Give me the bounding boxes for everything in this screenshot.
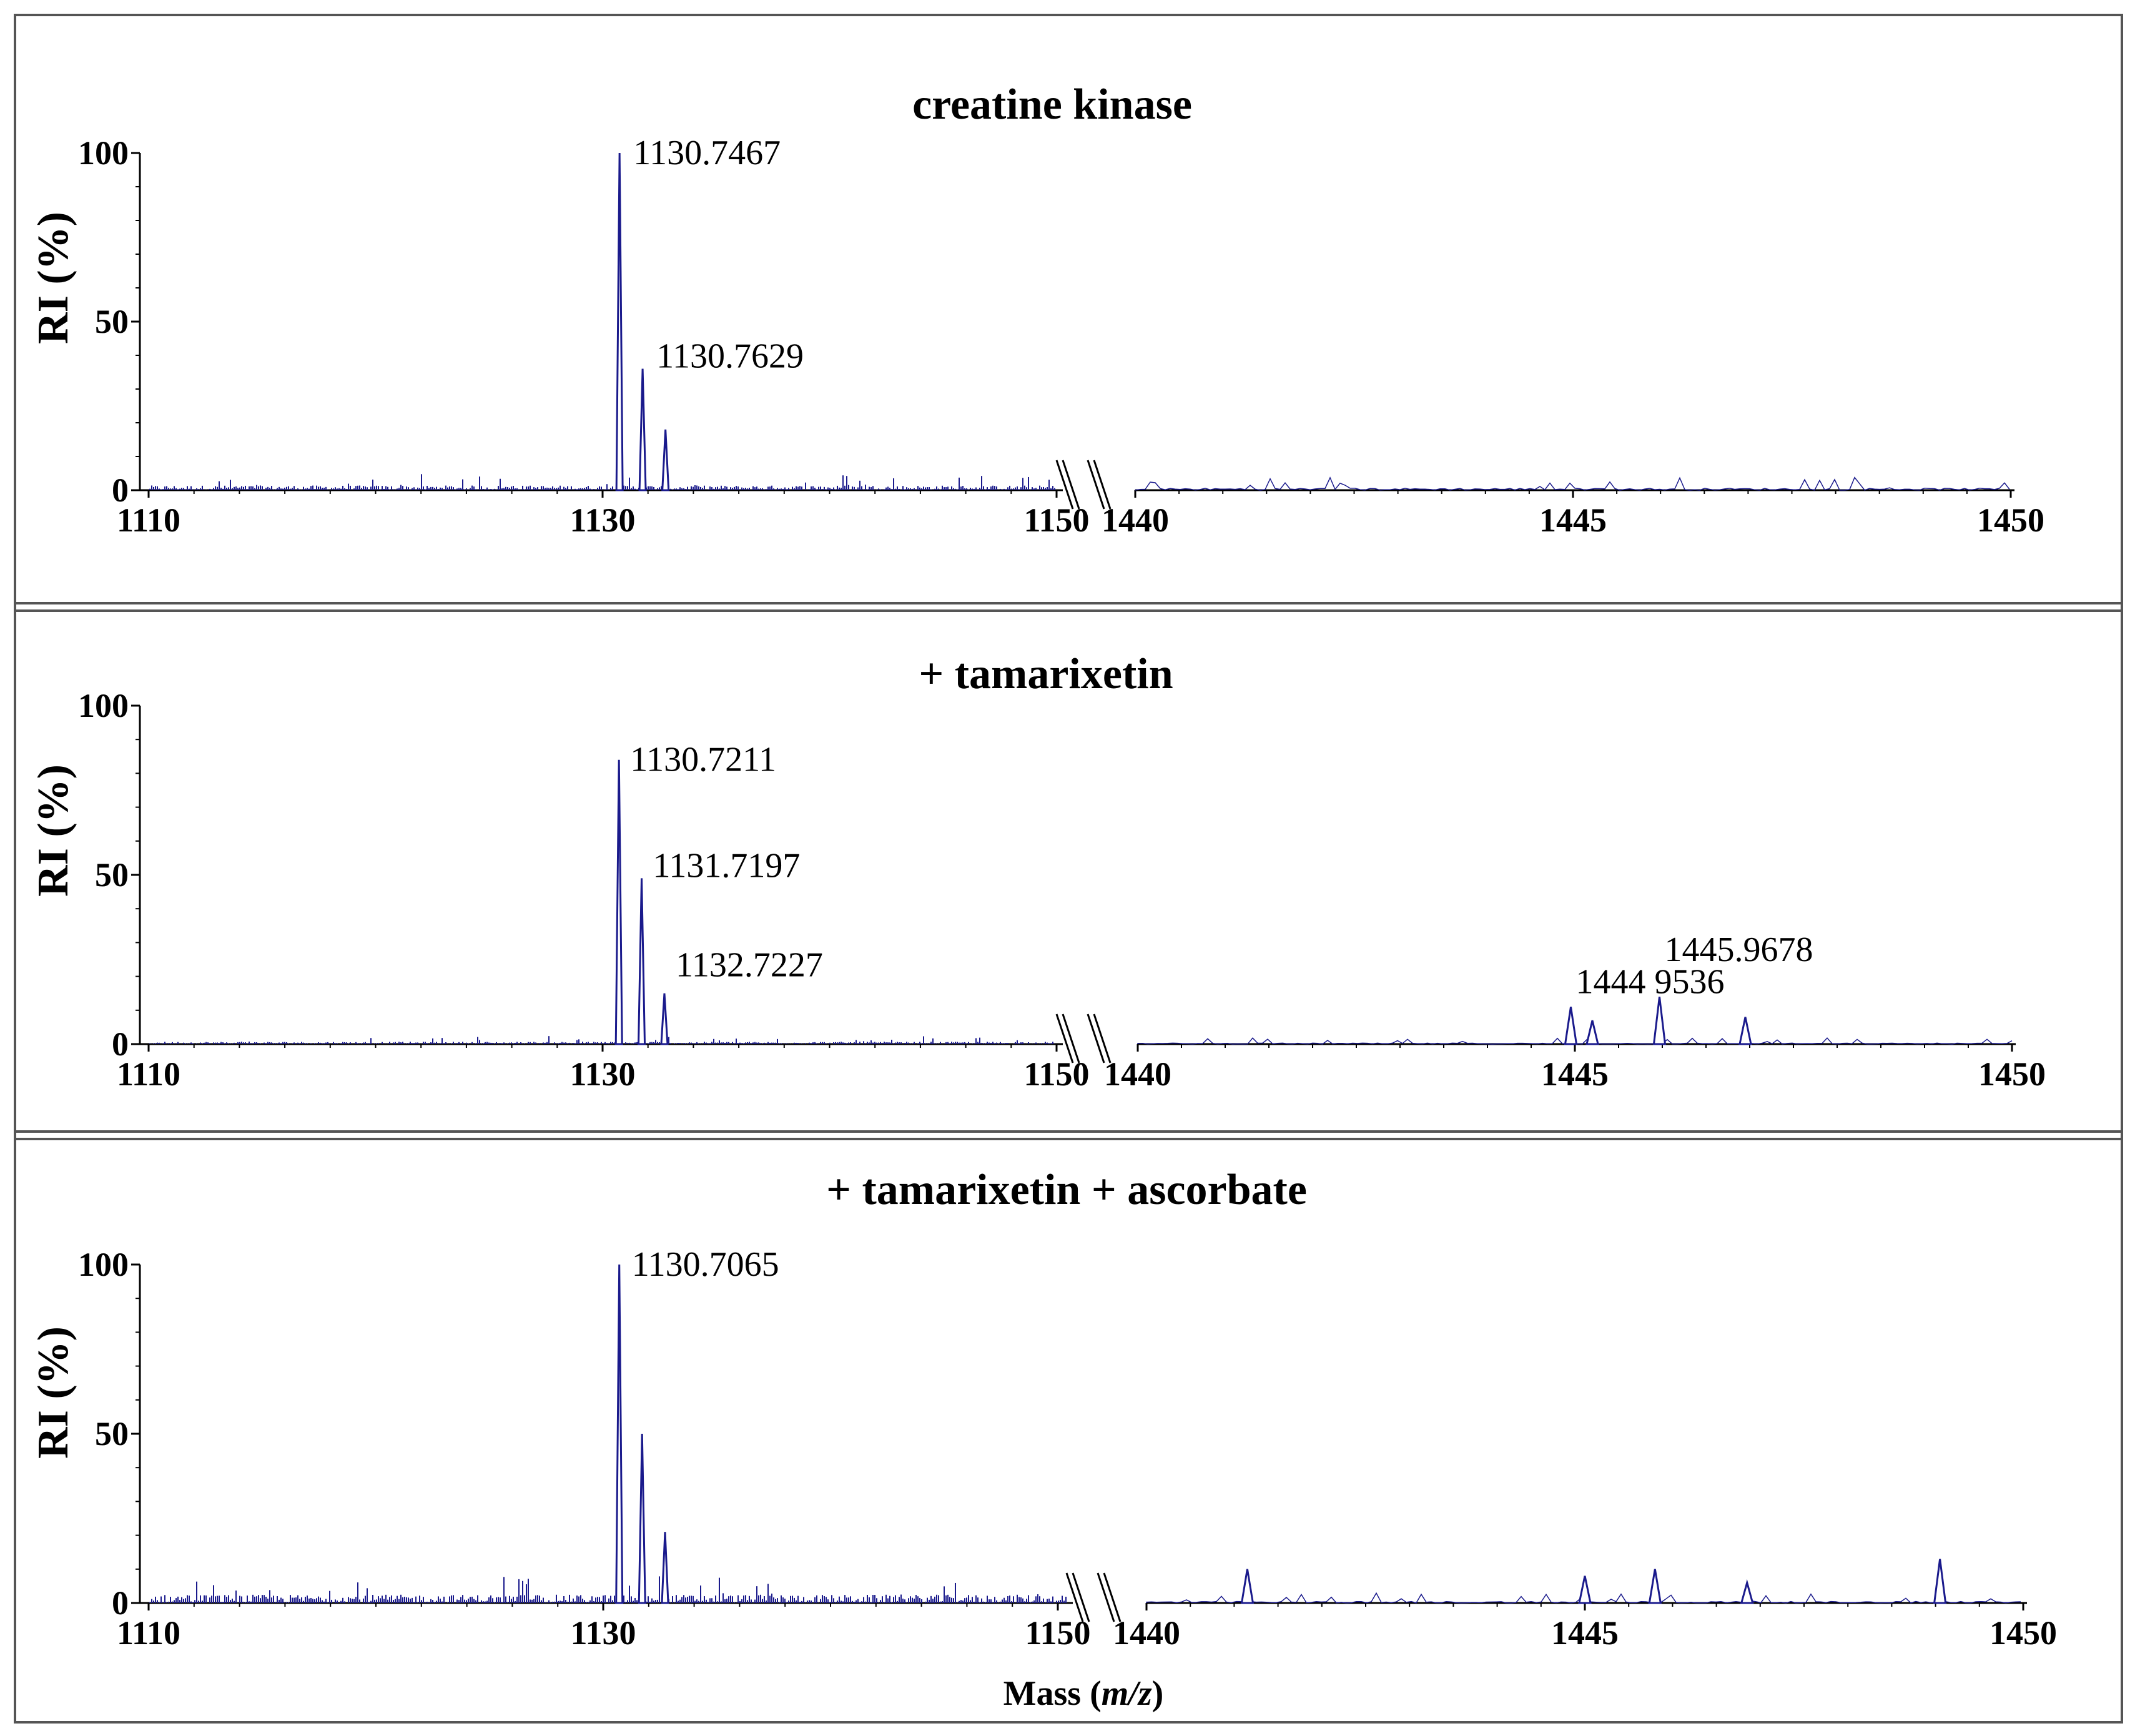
spectrum-peak	[661, 1532, 669, 1604]
noise-trace	[1135, 476, 2010, 491]
x-tick-label: 1150	[1025, 1614, 1090, 1652]
x-tick-label: 1130	[569, 501, 635, 539]
y-axis-label: RI (%)	[29, 212, 77, 344]
axis-break-mark	[1055, 1013, 1074, 1063]
panel-title: + tamarixetin	[919, 650, 1173, 698]
axis-break-mark	[1093, 1013, 1112, 1063]
x-tick-label: 1440	[1113, 1614, 1180, 1652]
x-tick-label: 1440	[1104, 1055, 1171, 1093]
y-tick-label: 0	[112, 1584, 129, 1622]
spectrum-peak	[1585, 1020, 1599, 1045]
peak-label: 1130.7629	[656, 337, 804, 376]
axis-break-mark	[1055, 460, 1074, 510]
axis-break-mark	[1065, 1572, 1084, 1622]
spectrum-panel-creatine-kinase: creatine kinase RI (%) 0 50 100 1110 1130 115…	[29, 81, 2044, 539]
y-tick-label: 100	[78, 134, 129, 172]
axis-break-mark	[1097, 1572, 1115, 1622]
x-tick-label: 1130	[570, 1614, 636, 1652]
axis-break-mark	[1062, 460, 1080, 510]
x-tick-label: 1130	[569, 1055, 635, 1093]
x-tick-label: 1150	[1023, 1055, 1089, 1093]
spectrum-peak	[637, 878, 646, 1045]
panel-divider-2	[15, 1130, 2122, 1140]
x-tick-label: 1445	[1539, 501, 1607, 539]
peak-label: 1130.7065	[632, 1245, 779, 1284]
x-tick-label: 1440	[1102, 501, 1169, 539]
x-tick-label: 1445	[1551, 1614, 1619, 1652]
axis-break-mark	[1062, 1013, 1080, 1063]
spectrum-peak	[638, 1433, 646, 1604]
peak-label: 1445.9678	[1664, 930, 1813, 969]
spectrum-peak	[615, 152, 624, 491]
peak-label: 1130.7467	[633, 134, 781, 172]
spectrum-peak	[615, 1264, 624, 1604]
spectrum-peak	[1564, 1007, 1578, 1045]
axis-break-mark	[1087, 460, 1105, 510]
spectrum-peak	[660, 993, 669, 1045]
spectrum-peak	[638, 368, 647, 491]
peak-label: 1130.7211	[630, 741, 776, 779]
x-tick-label: 1450	[1990, 1614, 2057, 1652]
spectrum-peak	[1738, 1017, 1752, 1045]
axis-break-mark	[1072, 1572, 1090, 1622]
spectrum-peak	[1740, 1579, 1754, 1604]
x-tick-label: 1110	[117, 1614, 180, 1652]
figure-frame	[14, 14, 2123, 1724]
peak-label: 1132.7227	[676, 946, 823, 985]
spectrum-peak	[1240, 1569, 1255, 1604]
spectrum-peak	[614, 759, 623, 1045]
y-axis-label: RI (%)	[29, 1326, 77, 1459]
x-tick-label: 1445	[1541, 1055, 1609, 1093]
y-axis-label: RI (%)	[29, 764, 77, 897]
peak-label: 1444 9536	[1576, 962, 1725, 1001]
spectrum-panel-tamarixetin-ascorbate: + tamarixetin + ascorbate RI (%) 0 50 100 1…	[29, 1166, 2057, 1652]
y-tick-label: 100	[78, 1246, 129, 1283]
panel-title: creatine kinase	[912, 81, 1192, 129]
spectrum-peak	[1578, 1576, 1592, 1604]
axis-break-mark	[1087, 1013, 1105, 1063]
y-tick-label: 50	[95, 856, 129, 894]
panel-divider-1	[15, 602, 2122, 612]
y-tick-label: 0	[112, 471, 129, 509]
peak-label: 1131.7197	[653, 846, 801, 885]
spectrum-peak	[661, 429, 670, 491]
spectrum-plot: 0 50 100 1110 1130 1150 1440 1445 1450 1130.7211 1…	[78, 687, 2046, 1093]
spectrum-plot: 0 50 100 1110 1130 1150 1440 1445 1450 1130.7065	[78, 1245, 2057, 1652]
axis-break-mark	[1093, 460, 1112, 510]
x-tick-label: 1450	[1978, 1055, 2046, 1093]
x-tick-label: 1450	[1977, 501, 2044, 539]
spectrum-peak	[1648, 1569, 1662, 1604]
x-tick-label: 1110	[117, 501, 180, 539]
spectrum-panel-tamarixetin: + tamarixetin RI (%) 0 50 100 1110 1130 1150 1…	[29, 650, 2046, 1093]
panel-title: + tamarixetin + ascorbate	[826, 1166, 1307, 1214]
x-tick-label: 1110	[117, 1055, 180, 1093]
x-axis-title: Mass (m/z)	[1003, 1674, 1164, 1713]
spectrum-plot: 0 50 100 1110 1130 1150 1440 1445 1450 1130.7467 1…	[78, 134, 2044, 539]
spectrum-peak	[1652, 996, 1667, 1045]
y-tick-label: 100	[78, 687, 129, 724]
y-tick-label: 0	[112, 1025, 129, 1063]
y-tick-label: 50	[95, 303, 129, 340]
x-tick-label: 1150	[1023, 501, 1089, 539]
spectrum-peak	[1933, 1559, 1947, 1604]
axis-break-mark	[1103, 1572, 1122, 1622]
y-tick-label: 50	[95, 1415, 129, 1452]
